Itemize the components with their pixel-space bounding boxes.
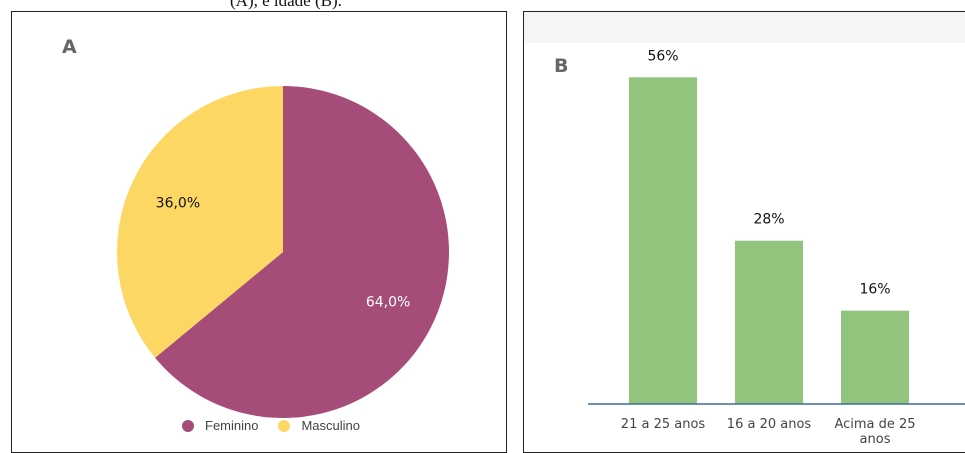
x-tick-label-2: 16 a 20 anos bbox=[727, 417, 812, 432]
panel-b: B 56% 21 a 25 anos 28% 16 a 20 anos 16% Acima… bbox=[523, 11, 965, 453]
x-tick-label-1: 21 a 25 anos bbox=[621, 417, 706, 432]
figure-caption: (A), e idade (B). bbox=[230, 0, 342, 10]
panel-label-b: B bbox=[554, 55, 569, 77]
panel-a: A 64,0% 36,0% Feminino Masculino bbox=[11, 11, 507, 453]
pie-slice-feminino bbox=[155, 86, 449, 418]
legend-label-feminino: Feminino bbox=[205, 418, 259, 433]
legend-item-masculino: Masculino bbox=[278, 418, 360, 433]
pie-slice-masculino bbox=[116, 86, 283, 358]
pie-legend: Feminino Masculino bbox=[182, 418, 380, 433]
bar-value-label-1: 56% bbox=[647, 48, 678, 64]
x-tick-label-3-line-2: anos bbox=[860, 432, 891, 447]
pie-chart: 64,0% 36,0% bbox=[116, 86, 449, 418]
panel-label-a: A bbox=[62, 36, 77, 58]
bar-1 bbox=[629, 77, 697, 405]
bar-chart: 56% 21 a 25 anos 28% 16 a 20 anos 16% Acima d… bbox=[588, 48, 965, 447]
pie-slice-label-feminino: 64,0% bbox=[366, 295, 410, 311]
legend-label-masculino: Masculino bbox=[301, 418, 360, 433]
legend-item-feminino: Feminino bbox=[182, 418, 258, 433]
bar-value-label-2: 28% bbox=[753, 212, 784, 228]
bar-value-label-3: 16% bbox=[859, 282, 890, 298]
pie-slice-label-masculino: 36,0% bbox=[156, 196, 200, 212]
legend-swatch-feminino bbox=[182, 419, 194, 432]
legend-swatch-masculino bbox=[278, 419, 291, 432]
bar-2 bbox=[735, 240, 803, 404]
bar-3 bbox=[841, 310, 909, 404]
panel-b-header-strip bbox=[524, 12, 965, 43]
x-tick-label-3: Acima de 25 bbox=[834, 417, 915, 432]
